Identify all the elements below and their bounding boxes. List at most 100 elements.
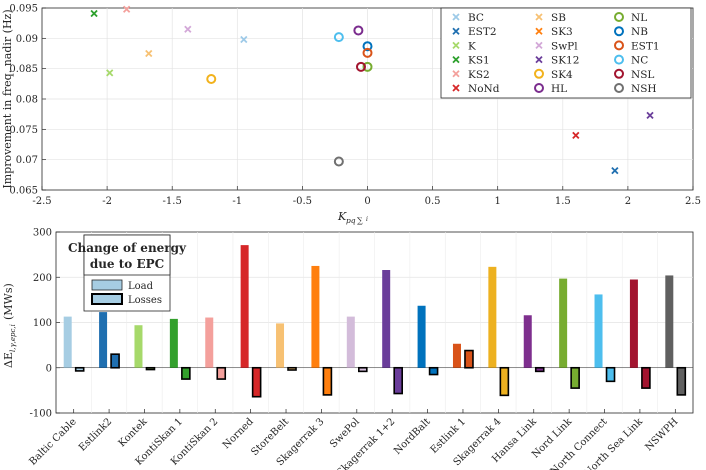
bar-y-tick-label: -100	[30, 409, 52, 420]
scatter-legend-label-nl: NL	[631, 12, 647, 24]
bar-losses-9	[393, 366, 403, 395]
scatter-panel: -2.5 -2 -1.5 -1 -0.5 0 0.5 1 1.5 2 2.5 0.065 0.07 0.0…	[1, 4, 701, 226]
scatter-legend-marker-ks1-stroke	[452, 55, 460, 64]
bar-losses-6	[287, 366, 297, 371]
bar-grid	[56, 232, 693, 413]
bar-legend-losses-swatch	[91, 293, 123, 305]
bar-losses-11	[464, 349, 474, 369]
bar-legend-load-swatch	[91, 279, 123, 291]
bar-losses-13	[534, 366, 545, 373]
scatter-x-tick-label: 1	[495, 196, 501, 207]
scatter-y-tick-label: 0.07	[16, 155, 38, 166]
scatter-x-tick-label: 1.5	[555, 196, 571, 207]
scatter-point-sb	[145, 49, 153, 58]
scatter-y-tick-label: 0.095	[9, 4, 38, 15]
scatter-y-tick-label: 0.075	[9, 125, 38, 136]
scatter-legend: BC EST2 K KS1 KS2 NoNd SB SK3 SwPl SK12 SK4 HL NL NB E…	[440, 7, 692, 99]
scatter-legend-box	[440, 7, 692, 99]
scatter-legend-marker-est2	[452, 27, 460, 35]
scatter-x-tick-label: -2.5	[32, 196, 51, 207]
bar-load-0	[63, 316, 72, 368]
scatter-point-sk12-stroke	[646, 111, 654, 120]
bar-legend-title-line2: due to EPC	[90, 257, 164, 271]
scatter-point-est2	[611, 166, 619, 175]
scatter-y-axis-label: Improvement in freq. nadir (Hz)	[1, 9, 14, 188]
bar-losses-4	[216, 366, 227, 380]
scatter-legend-label-nsh: NSH	[631, 83, 657, 95]
scatter-legend-label-nc: NC	[631, 55, 648, 67]
bar-load-17	[665, 275, 674, 368]
scatter-legend-marker-k	[452, 41, 460, 50]
bar-load-13	[523, 315, 532, 368]
scatter-point-nond	[572, 131, 580, 140]
scatter-legend-marker-swpl-stroke	[535, 41, 543, 50]
scatter-legend-label-est2: EST2	[468, 26, 497, 38]
scatter-point-nsh	[333, 156, 344, 167]
scatter-legend-marker-est2-stroke	[452, 27, 460, 35]
scatter-legend-label-sk12: SK12	[551, 55, 579, 67]
bar-legend-title-box	[83, 234, 171, 276]
scatter-point-k-stroke	[106, 69, 114, 77]
scatter-point-nsl	[355, 61, 366, 72]
bar-load-8	[346, 316, 355, 368]
scatter-x-tick-label: -1	[232, 196, 242, 207]
scatter-point-est1	[362, 47, 373, 58]
scatter-point-ks1-stroke	[90, 9, 98, 18]
bar-losses-14	[570, 366, 580, 389]
bar-load-7	[311, 265, 320, 368]
scatter-y-tick-label: 0.09	[16, 34, 38, 45]
scatter-point-bc	[240, 35, 248, 44]
bar-losses-1	[110, 353, 120, 369]
bar-ticks: -100 0 100 200 300	[30, 228, 676, 420]
scatter-y-tick-label: 0.085	[9, 64, 38, 75]
scatter-point-nc	[333, 32, 344, 43]
bar-category-label: Norned	[221, 416, 256, 451]
bar-legend: Change of energy due to EPC Load Losses	[68, 234, 187, 312]
scatter-point-nl	[362, 61, 373, 72]
bar-losses-17	[676, 366, 687, 396]
bar-category-label: Kontek	[117, 416, 151, 450]
bar-load-5	[240, 245, 249, 368]
bar-category-label: North Sea Link	[583, 416, 646, 470]
scatter-legend-marker-sk3-stroke	[535, 27, 543, 35]
scatter-legend-label-sb: SB	[551, 12, 566, 24]
scatter-point-sk12	[646, 111, 654, 120]
scatter-points	[90, 5, 668, 175]
bar-category-label: SwePol	[328, 416, 362, 450]
bar-load-3	[169, 318, 178, 368]
scatter-legend-label-hl: HL	[551, 83, 567, 95]
scatter-point-swpl	[184, 25, 192, 33]
scatter-x-tick-label: -2	[102, 196, 112, 207]
scatter-legend-marker-swpl	[535, 41, 543, 50]
bar-y-tick-label: 100	[33, 318, 52, 329]
scatter-legend-label-sk4: SK4	[551, 69, 573, 81]
scatter-point-est2-stroke	[611, 166, 619, 175]
bar-category-label: NSWPH	[643, 416, 680, 453]
bar-load-4	[205, 317, 214, 368]
scatter-legend-label-ks1: KS1	[468, 55, 490, 67]
svg-text:(MWs): (MWs)	[2, 283, 15, 320]
bar-y-axis-label: ΔE l,γ,epc,i (MWs)	[2, 283, 17, 368]
scatter-legend-marker-nb	[614, 26, 624, 37]
scatter-legend-marker-ks2-stroke	[452, 70, 460, 78]
scatter-point-nb	[362, 41, 373, 52]
scatter-legend-marker-nond-stroke	[452, 84, 460, 92]
bar-losses-8	[358, 366, 368, 373]
bar-load-6	[276, 323, 285, 368]
bar-legend-load-label: Load	[128, 281, 154, 292]
scatter-legend-marker-sk12-stroke	[535, 55, 543, 64]
bar-losses-7	[322, 366, 333, 396]
scatter-legend-marker-nsh	[614, 83, 624, 93]
scatter-legend-marker-sb-stroke	[535, 13, 543, 21]
scatter-point-swpl-stroke	[184, 25, 192, 33]
bar-y-tick-label: 300	[33, 228, 52, 239]
scatter-point-k	[106, 69, 114, 77]
scatter-y-tick-label: 0.08	[16, 95, 38, 106]
scatter-legend-marker-nc	[614, 54, 624, 65]
svg-text:pq: pq	[346, 216, 356, 225]
bar-losses-5	[251, 366, 262, 398]
scatter-point-bc-stroke	[240, 35, 248, 44]
scatter-x-tick-label: -0.5	[293, 196, 312, 207]
